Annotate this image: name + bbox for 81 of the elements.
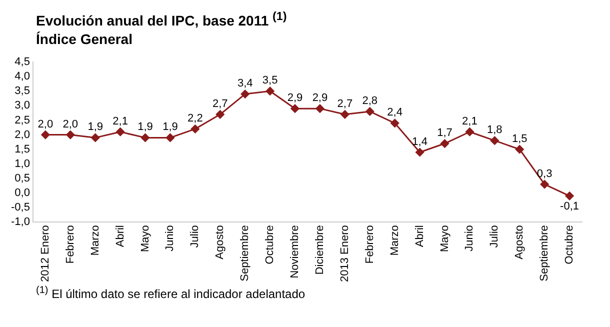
x-tick-label: Febrero — [64, 224, 76, 264]
x-tick-label: Octubre — [564, 224, 576, 264]
point — [190, 124, 200, 133]
data-label: 1,7 — [437, 126, 452, 139]
point — [515, 144, 524, 154]
x-tick-label: Julio — [488, 224, 501, 248]
data-label: 1,9 — [138, 120, 153, 133]
point — [390, 118, 400, 128]
y-tick-label: 0,5 — [14, 172, 30, 184]
point — [340, 110, 350, 118]
x-tick-label: Diciembre — [314, 224, 326, 274]
x-tick-label: Julio — [189, 224, 202, 248]
data-label: 2,1 — [462, 115, 478, 128]
point — [440, 138, 449, 148]
data-label: 3,5 — [262, 74, 278, 86]
y-tick-label: 3,5 — [14, 84, 30, 97]
y-tick-label: 2,5 — [14, 114, 30, 126]
data-label: 2,7 — [337, 98, 353, 110]
y-tick-label: -1,0 — [10, 216, 30, 228]
data-label: 2,9 — [312, 92, 328, 104]
x-tick-label: Junio — [164, 224, 176, 252]
point — [166, 133, 174, 142]
y-tick-label: 2,0 — [14, 128, 30, 140]
y-tick-label: 4,0 — [14, 70, 30, 82]
data-label: 1,4 — [412, 135, 428, 148]
data-label: 2,1 — [112, 115, 128, 128]
y-tick-label: 0,0 — [14, 186, 30, 199]
x-tick-label: Abril — [114, 224, 126, 247]
point — [216, 110, 224, 118]
y-tick-label: 1,0 — [14, 158, 30, 170]
x-tick-label: Junio — [464, 224, 476, 252]
x-tick-label: Marzo — [388, 224, 401, 256]
point — [416, 148, 424, 156]
data-label: 2,0 — [38, 118, 54, 130]
data-label: 1,5 — [512, 132, 528, 145]
point — [91, 133, 100, 142]
point — [316, 104, 324, 112]
data-label: 2,4 — [387, 106, 402, 118]
point — [66, 130, 75, 139]
data-label: 0,3 — [536, 167, 552, 180]
x-tick-label: Marzo — [89, 224, 102, 256]
y-tick-label: -0,5 — [10, 201, 30, 214]
point — [266, 86, 274, 96]
point — [540, 180, 549, 188]
x-tick-label: Agosto — [214, 224, 226, 260]
point — [465, 127, 474, 136]
chart-title: Evolución anual del IPC, base 2011 $^{(1)}$ — [36, 9, 288, 30]
point — [41, 130, 50, 139]
data-label: 1,9 — [162, 120, 178, 133]
x-tick-label: Agosto — [514, 224, 526, 260]
x-tick-label: Mayo — [139, 224, 152, 252]
point — [366, 106, 374, 116]
point — [290, 104, 300, 112]
point — [116, 127, 125, 136]
y-tick-label: 4,5 — [14, 56, 30, 68]
data-label: 1,8 — [487, 124, 502, 136]
point — [240, 89, 250, 98]
data-label: 3,4 — [237, 77, 253, 90]
point — [490, 136, 499, 145]
text: $^{(1)}$ El último dato se refiere al indicador adelantado — [36, 284, 306, 301]
x-tick-label: Febrero — [364, 224, 376, 264]
chart-subtitle: Índice General — [36, 30, 134, 48]
point — [565, 191, 574, 200]
x-tick-label: Septiembre — [239, 224, 252, 282]
x-tick-label: Septiembre — [538, 224, 551, 282]
y-tick-label: 1,5 — [14, 143, 30, 156]
data-label: 2,9 — [287, 92, 303, 104]
data-label: 2,8 — [362, 94, 378, 107]
data-label: -0,1 — [560, 200, 580, 212]
data-label: 2,2 — [188, 112, 203, 124]
x-tick-label: Abril — [414, 224, 426, 247]
x-tick-label: Mayo — [438, 224, 451, 252]
data-label: 1,9 — [88, 120, 103, 133]
x-tick-label: Noviembre — [289, 224, 302, 278]
x-tick-label: Octubre — [264, 224, 276, 264]
x-tick-label: 2012 Enero — [39, 224, 52, 282]
y-tick-label: 3,0 — [14, 99, 30, 112]
point — [141, 133, 150, 142]
x-tick-label: 2013 Enero — [338, 224, 351, 282]
data-label: 2,7 — [212, 98, 228, 110]
data-label: 2,0 — [62, 118, 78, 130]
